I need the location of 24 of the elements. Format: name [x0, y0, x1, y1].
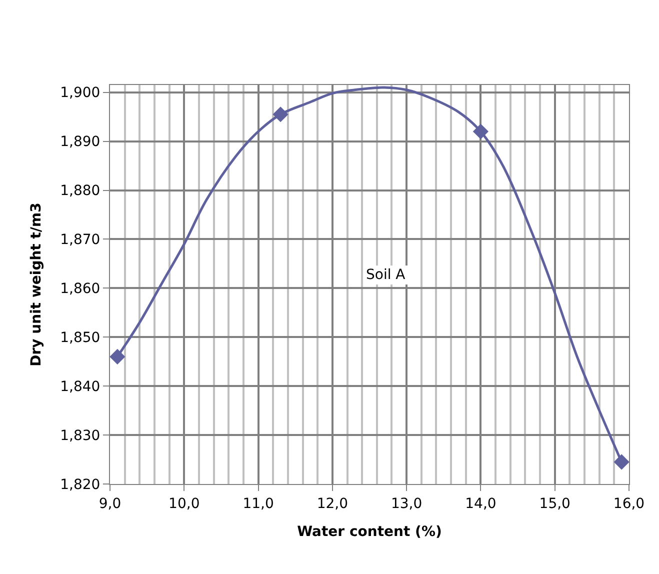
point — [472, 124, 489, 140]
y-tick-label: 1,900 — [60, 85, 100, 102]
x-tick-label: 11,0 — [242, 496, 274, 512]
y-tick-label: 1,840 — [60, 378, 100, 395]
point — [272, 106, 288, 122]
y-tick-label: 1,850 — [60, 330, 100, 346]
y-axis-title: Dry unit weight t/m3 — [28, 202, 45, 366]
point — [614, 454, 630, 470]
y-tick-label: 1,830 — [60, 428, 100, 444]
x-tick-label: 15,0 — [539, 496, 570, 512]
point — [110, 348, 126, 365]
x-tick-label: 12,0 — [316, 496, 348, 512]
y-tick-label: 1,880 — [60, 183, 100, 200]
y-tick-label: 1,870 — [60, 232, 100, 248]
y-tick-label: 1,820 — [60, 476, 100, 493]
y-tick-label: 1,890 — [60, 134, 100, 150]
annotation: Soil A — [366, 267, 406, 283]
x-tick-label: 13,0 — [390, 496, 422, 512]
x-tick-label: 9,0 — [98, 496, 122, 512]
x-tick-label: 14,0 — [465, 496, 496, 512]
y-tick-label: 1,860 — [60, 281, 100, 298]
x-tick-label: 16,0 — [613, 496, 645, 512]
x-tick-label: 10,0 — [168, 496, 200, 512]
x-axis-title: Water content (%) — [297, 524, 442, 540]
